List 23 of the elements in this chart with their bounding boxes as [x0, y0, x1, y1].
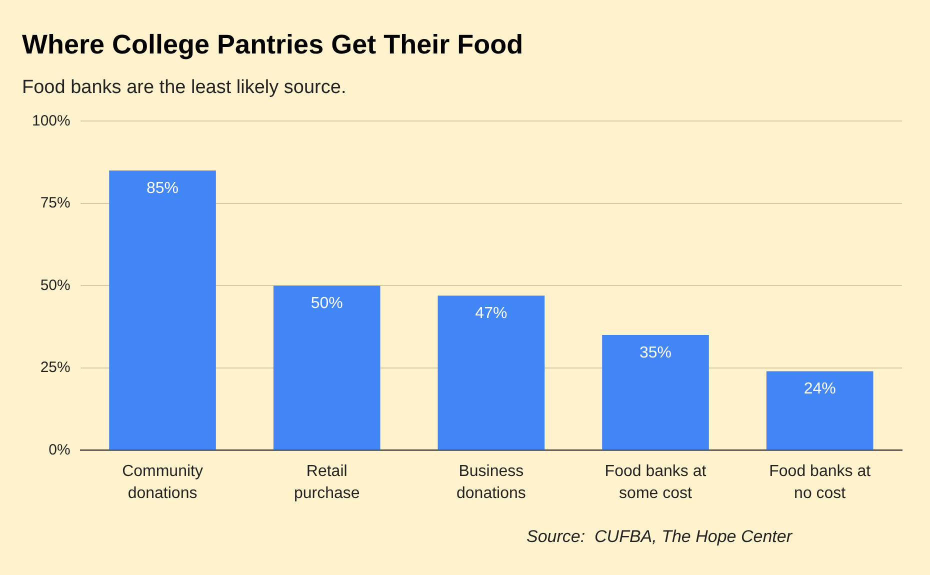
- x-tick-label: Food banks at no cost: [769, 462, 872, 502]
- bar: [438, 296, 545, 450]
- data-label: 24%: [804, 380, 836, 398]
- chart-title: Where College Pantries Get Their Food: [22, 30, 524, 60]
- data-label: 35%: [639, 344, 672, 362]
- y-tick-label: 100%: [32, 112, 70, 130]
- bar: [766, 371, 874, 450]
- data-label: 50%: [310, 295, 343, 312]
- chart-subtitle: Food banks are the least likely source.: [22, 77, 346, 98]
- x-tick-label: Retail purchase: [294, 462, 360, 502]
- y-tick-label: 25%: [40, 359, 70, 376]
- y-tick-label: 0%: [48, 441, 70, 458]
- y-tick-label: 50%: [40, 276, 70, 294]
- source-note: Source: CUFBA, The Hope Center: [526, 527, 794, 546]
- data-label: 47%: [475, 304, 508, 322]
- y-tick-label: 75%: [40, 194, 70, 212]
- x-tick-label: Food banks at some cost: [604, 462, 707, 502]
- bar: [109, 170, 216, 450]
- bar: [273, 286, 380, 450]
- x-tick-label: Business donations: [456, 462, 526, 502]
- data-label: 85%: [146, 180, 179, 197]
- bar: [602, 335, 709, 450]
- x-tick-label: Community donations: [122, 462, 203, 502]
